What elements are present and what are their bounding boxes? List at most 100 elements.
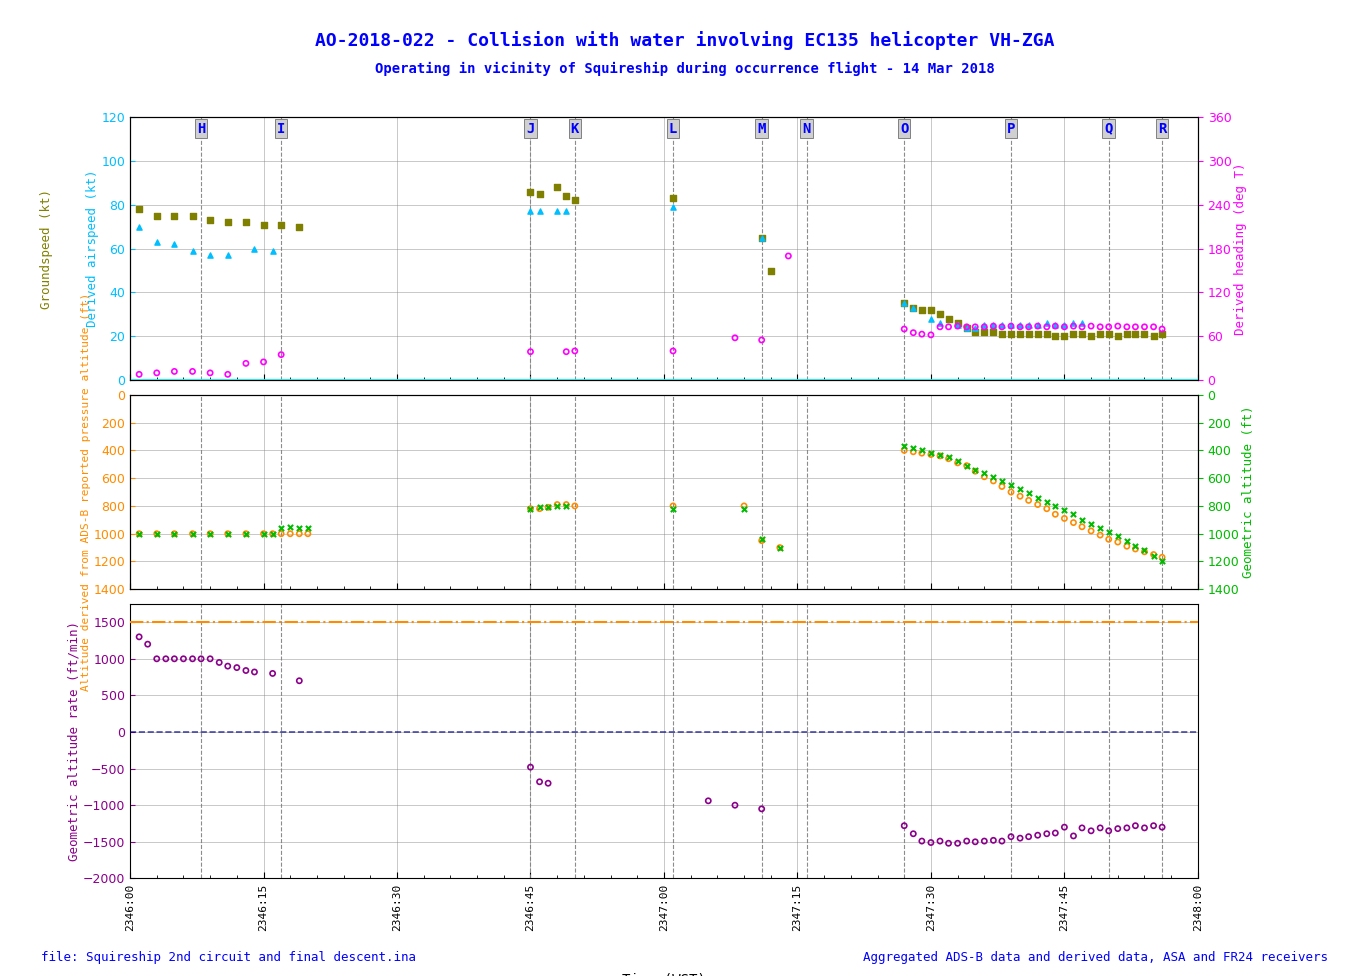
Point [1108,329,1129,345]
Point [930,447,951,463]
Point [1098,326,1120,342]
Point [556,497,578,512]
Point [1017,829,1039,844]
Point [261,526,283,542]
Point [172,651,194,667]
Point [1143,319,1165,335]
Point [910,442,932,458]
Point [724,797,746,813]
Point [216,658,238,673]
Point [546,498,568,513]
Point [182,243,204,259]
Point [1045,318,1066,334]
Point [973,465,995,480]
Point [1080,823,1102,838]
Point [930,319,951,335]
Point [947,835,969,851]
Point [910,445,932,461]
Point [1036,315,1058,331]
Point [1116,539,1138,554]
Point [289,526,311,542]
Point [902,300,924,315]
Point [930,306,951,322]
Point [1017,326,1039,342]
Text: I: I [277,121,285,136]
Point [1151,321,1173,337]
Point [983,324,1005,340]
Point [1090,527,1112,543]
Text: O: O [899,121,909,136]
Point [556,188,578,204]
Point [528,500,550,515]
Text: Groundspeed (kt): Groundspeed (kt) [40,188,53,308]
Point [289,673,311,689]
Point [235,355,257,371]
Point [1036,494,1058,509]
Point [1124,541,1146,556]
Point [973,317,995,333]
Point [750,801,772,817]
Text: AO-2018-022 - Collision with water involving EC135 helicopter VH-ZGA: AO-2018-022 - Collision with water invol… [315,31,1054,50]
Point [1090,326,1112,342]
Point [973,468,995,484]
Point [769,540,791,555]
Point [1134,326,1155,342]
Point [200,526,222,542]
Point [1151,819,1173,834]
Point [1080,523,1102,539]
Point [750,332,772,347]
Point [1036,326,1058,342]
Point [893,296,914,311]
Point [1143,818,1165,834]
Point [1053,819,1075,834]
Point [537,500,559,515]
Y-axis label: Geometric altitude rate (ft/min): Geometric altitude rate (ft/min) [67,621,79,861]
Text: Operating in vicinity of Squireship during occurrence flight - 14 Mar 2018: Operating in vicinity of Squireship duri… [375,61,994,76]
Point [947,318,969,334]
Point [983,318,1005,334]
Point [902,325,924,341]
Point [163,208,185,224]
Point [556,204,578,220]
Point [1045,329,1066,345]
Point [1124,326,1146,342]
Point [190,651,212,667]
Point [556,498,578,513]
Point [1080,329,1102,345]
Point [1116,319,1138,335]
Point [261,666,283,681]
Point [893,818,914,834]
Point [991,319,1013,335]
Point [956,458,977,473]
Point [1009,317,1031,333]
Point [129,630,151,645]
Point [964,834,986,849]
Point [146,234,168,250]
Point [520,183,542,199]
Point [1071,326,1092,342]
Point [279,526,301,542]
Point [1027,318,1049,334]
Point [991,478,1013,494]
Point [1116,820,1138,835]
Point [270,526,292,542]
Point [200,526,222,542]
Point [983,473,1005,489]
Point [1036,826,1058,841]
Y-axis label: Derived airspeed (kt): Derived airspeed (kt) [85,170,99,327]
Point [1098,532,1120,548]
Point [182,526,204,542]
Point [297,526,319,542]
Text: H: H [197,121,205,136]
Point [893,296,914,311]
Text: J: J [526,121,535,136]
Point [734,501,756,516]
Point [1001,484,1023,500]
Point [973,319,995,335]
Point [938,311,960,327]
Point [920,447,942,463]
Point [1124,539,1146,554]
Point [1134,544,1155,559]
Point [235,215,257,230]
Point [1001,318,1023,334]
